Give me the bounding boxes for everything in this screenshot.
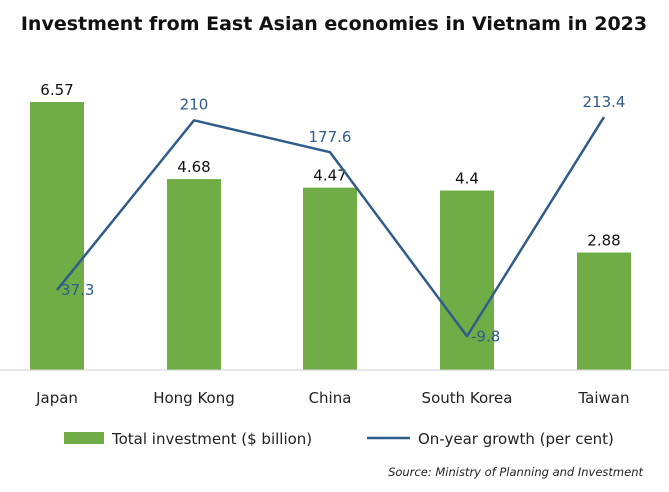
line-label-2: 177.6 — [309, 128, 352, 146]
growth-line — [56, 116, 606, 338]
category-label-0: Japan — [35, 389, 78, 407]
bar-label-2: 4.47 — [313, 167, 346, 185]
legend-label-line: On-year growth (per cent) — [418, 430, 614, 448]
legend: Total investment ($ billion) On-year gro… — [64, 430, 614, 448]
bar-label-0: 6.57 — [40, 81, 73, 99]
category-label-3: South Korea — [422, 389, 513, 407]
line-label-1: 210 — [180, 95, 209, 113]
bar-label-3: 4.4 — [455, 170, 479, 188]
bar-label-1: 4.68 — [177, 158, 210, 176]
category-label-4: Taiwan — [577, 389, 629, 407]
bar-3 — [440, 190, 494, 370]
source-note: Source: Ministry of Planning and Investm… — [388, 465, 643, 479]
line-series: 37.3 210 177.6 -9.8 213.4 — [56, 93, 626, 345]
line-label-3: -9.8 — [471, 327, 500, 345]
bar-1 — [167, 179, 221, 370]
bar-4 — [577, 252, 631, 370]
bar-2 — [303, 187, 357, 370]
category-label-1: Hong Kong — [153, 389, 235, 407]
bar-series: 6.57 4.68 4.47 4.4 2.88 — [30, 81, 631, 370]
line-label-4: 213.4 — [583, 93, 626, 111]
line-label-0: 37.3 — [61, 281, 94, 299]
legend-label-bar: Total investment ($ billion) — [111, 430, 312, 448]
legend-swatch-bar — [64, 432, 104, 444]
chart-title: Investment from East Asian economies in … — [21, 13, 647, 35]
bar-label-4: 2.88 — [587, 232, 620, 250]
category-labels: Japan Hong Kong China South Korea Taiwan — [35, 389, 629, 407]
bar-0 — [30, 102, 84, 370]
category-label-2: China — [309, 389, 352, 407]
